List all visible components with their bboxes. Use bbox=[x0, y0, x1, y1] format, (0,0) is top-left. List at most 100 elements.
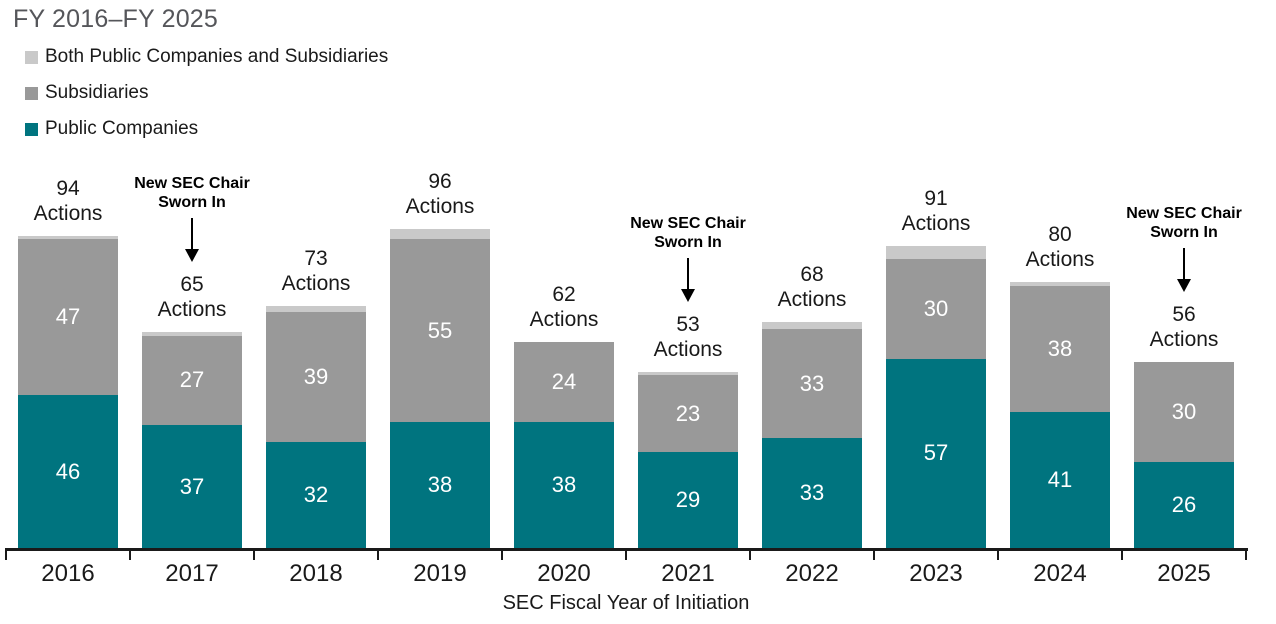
total-label-2022: 68 Actions bbox=[777, 263, 847, 312]
x-axis-tick bbox=[749, 548, 751, 560]
x-axis-tick bbox=[129, 548, 131, 560]
bar-2018-subsidiaries: 39 bbox=[266, 312, 366, 442]
bar-2020-public-companies: 38 bbox=[514, 421, 614, 548]
bar-2017-subsidiaries: 27 bbox=[142, 335, 242, 426]
x-axis-label-2024: 2024 bbox=[1033, 560, 1087, 587]
bar-2019-public-companies: 38 bbox=[390, 421, 490, 548]
bar-2018-public-companies: 32 bbox=[266, 441, 366, 548]
total-label-2018: 73 Actions bbox=[281, 246, 351, 295]
legend-item-public-companies: Public Companies bbox=[25, 118, 388, 140]
bar-2022-subsidiaries: 33 bbox=[762, 328, 862, 439]
bar-2024-public-companies: 41 bbox=[1010, 411, 1110, 548]
segment-value-label: 26 bbox=[1171, 491, 1197, 517]
x-axis-label-2017: 2017 bbox=[165, 560, 219, 587]
x-axis-label-2023: 2023 bbox=[909, 560, 963, 587]
x-axis-tick bbox=[377, 548, 379, 560]
x-axis-label-2019: 2019 bbox=[413, 560, 467, 587]
segment-value-label: 38 bbox=[1047, 335, 1073, 361]
x-axis-title: SEC Fiscal Year of Initiation bbox=[502, 592, 750, 614]
x-axis-tick bbox=[873, 548, 875, 560]
segment-value-label: 37 bbox=[179, 473, 205, 499]
x-axis-tick bbox=[997, 548, 999, 560]
segment-value-label: 38 bbox=[551, 471, 577, 497]
legend-swatch-public-companies bbox=[25, 122, 38, 136]
total-label-2016: 94 Actions bbox=[33, 176, 103, 225]
x-axis-tick bbox=[1121, 548, 1123, 560]
annotation-text-2021: New SEC Chair Sworn In bbox=[630, 215, 746, 252]
segment-value-label: 41 bbox=[1047, 466, 1073, 492]
segment-value-label: 29 bbox=[675, 486, 701, 512]
annotation-text-2017: New SEC Chair Sworn In bbox=[134, 175, 250, 212]
segment-value-label: 24 bbox=[551, 368, 577, 394]
total-label-2025: 56 Actions bbox=[1149, 303, 1219, 352]
bar-2017-public-companies: 37 bbox=[142, 425, 242, 548]
bar-2020-subsidiaries: 24 bbox=[514, 342, 614, 422]
legend-swatch-both bbox=[25, 50, 38, 64]
legend: Both Public Companies and Subsidiaries S… bbox=[25, 46, 388, 154]
bar-2019-subsidiaries: 55 bbox=[390, 239, 490, 422]
x-axis-label-2020: 2020 bbox=[537, 560, 591, 587]
x-axis-label-2018: 2018 bbox=[289, 560, 343, 587]
annotation-text-2025: New SEC Chair Sworn In bbox=[1126, 205, 1242, 242]
bar-2021-both-public-companies-and-subsidiaries bbox=[638, 372, 738, 376]
chart-title: FY 2016–FY 2025 bbox=[13, 5, 219, 33]
bar-2019-both-public-companies-and-subsidiaries bbox=[390, 229, 490, 240]
total-label-2023: 91 Actions bbox=[901, 186, 971, 235]
legend-item-subsidiaries: Subsidiaries bbox=[25, 82, 388, 104]
bar-2022-both-public-companies-and-subsidiaries bbox=[762, 322, 862, 329]
x-axis-label-2016: 2016 bbox=[41, 560, 95, 587]
x-axis-tick bbox=[5, 548, 7, 560]
x-axis-line bbox=[5, 548, 1248, 551]
segment-value-label: 33 bbox=[799, 480, 825, 506]
x-axis-label-2022: 2022 bbox=[785, 560, 839, 587]
bar-2016-public-companies: 46 bbox=[18, 395, 118, 548]
segment-value-label: 47 bbox=[55, 304, 81, 330]
bar-2025-public-companies: 26 bbox=[1134, 461, 1234, 548]
segment-value-label: 33 bbox=[799, 370, 825, 396]
x-axis-label-2025: 2025 bbox=[1157, 560, 1211, 587]
legend-swatch-subsidiaries bbox=[25, 86, 38, 100]
bar-2025-subsidiaries: 30 bbox=[1134, 362, 1234, 462]
bar-2017-both-public-companies-and-subsidiaries bbox=[142, 332, 242, 336]
segment-value-label: 30 bbox=[1171, 398, 1197, 424]
segment-value-label: 46 bbox=[55, 458, 81, 484]
total-label-2021: 53 Actions bbox=[653, 313, 723, 362]
bar-2016-both-public-companies-and-subsidiaries bbox=[18, 235, 118, 240]
x-axis-tick bbox=[253, 548, 255, 560]
annotation-arrow-2021 bbox=[681, 258, 695, 303]
bar-2024-both-public-companies-and-subsidiaries bbox=[1010, 282, 1110, 286]
legend-label: Public Companies bbox=[45, 118, 199, 139]
x-axis-tick bbox=[501, 548, 503, 560]
annotation-arrow-2017 bbox=[185, 218, 199, 263]
segment-value-label: 23 bbox=[675, 400, 701, 426]
total-label-2017: 65 Actions bbox=[157, 273, 227, 322]
segment-value-label: 39 bbox=[303, 364, 329, 389]
segment-value-label: 57 bbox=[923, 440, 949, 466]
annotation-arrow-2025 bbox=[1177, 248, 1191, 293]
total-label-2019: 96 Actions bbox=[405, 170, 475, 219]
legend-item-both: Both Public Companies and Subsidiaries bbox=[25, 46, 388, 68]
bar-2022-public-companies: 33 bbox=[762, 438, 862, 548]
total-label-2024: 80 Actions bbox=[1025, 223, 1095, 272]
total-label-2020: 62 Actions bbox=[529, 283, 599, 332]
bar-2018-both-public-companies-and-subsidiaries bbox=[266, 305, 366, 313]
bar-2024-subsidiaries: 38 bbox=[1010, 285, 1110, 412]
bar-2023-public-companies: 57 bbox=[886, 358, 986, 548]
x-axis-label-2021: 2021 bbox=[661, 560, 715, 587]
segment-value-label: 55 bbox=[427, 317, 453, 343]
legend-label: Subsidiaries bbox=[45, 82, 149, 103]
legend-label: Both Public Companies and Subsidiaries bbox=[45, 46, 389, 67]
segment-value-label: 27 bbox=[179, 367, 205, 393]
bar-2023-subsidiaries: 30 bbox=[886, 259, 986, 359]
x-axis-tick bbox=[1245, 548, 1247, 560]
segment-value-label: 38 bbox=[427, 471, 453, 497]
segment-value-label: 30 bbox=[923, 295, 949, 321]
bar-2021-public-companies: 29 bbox=[638, 451, 738, 548]
segment-value-label: 32 bbox=[303, 481, 329, 507]
bar-2016-subsidiaries: 47 bbox=[18, 239, 118, 396]
bar-2023-both-public-companies-and-subsidiaries bbox=[886, 245, 986, 260]
bar-2021-subsidiaries: 23 bbox=[638, 375, 738, 452]
x-axis-tick bbox=[625, 548, 627, 560]
